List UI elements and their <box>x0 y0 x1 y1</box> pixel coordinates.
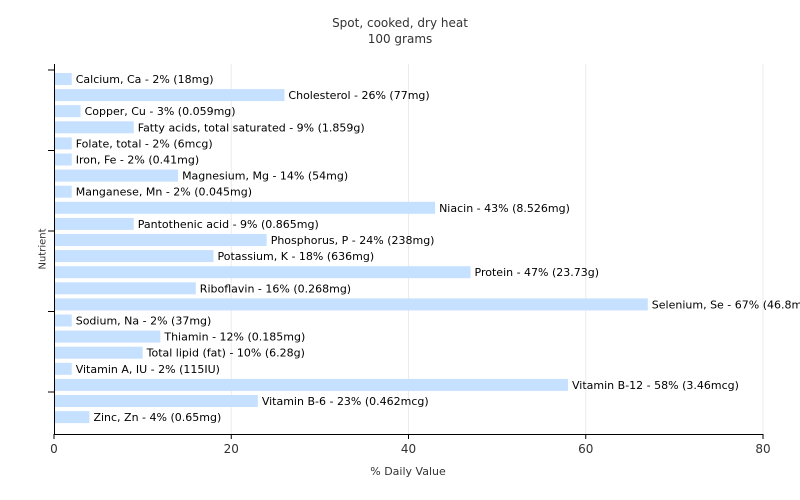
bar <box>54 266 471 279</box>
data-label: Magnesium, Mg - 14% (54mg) <box>182 170 348 183</box>
data-label: Folate, total - 2% (6mcg) <box>76 137 213 150</box>
x-tick-label: 0 <box>50 442 58 456</box>
data-label: Vitamin B-6 - 23% (0.462mcg) <box>262 395 429 408</box>
bar <box>54 217 134 230</box>
bar <box>54 330 161 343</box>
x-tick-label: 20 <box>224 442 239 456</box>
data-label: Vitamin B-12 - 58% (3.46mcg) <box>572 379 739 392</box>
bar <box>54 201 436 214</box>
bar <box>54 298 648 311</box>
data-label: Niacin - 43% (8.526mg) <box>439 202 570 215</box>
data-label: Calcium, Ca - 2% (18mg) <box>76 73 214 86</box>
bar <box>54 378 569 391</box>
y-axis-label: Nutrient <box>37 228 49 270</box>
bar <box>54 169 179 182</box>
data-label: Cholesterol - 26% (77mg) <box>288 89 429 102</box>
bar <box>54 185 72 198</box>
data-label: Fatty acids, total saturated - 9% (1.859… <box>138 121 365 134</box>
bar <box>54 105 81 118</box>
data-label: Potassium, K - 18% (636mg) <box>218 250 375 263</box>
data-label: Iron, Fe - 2% (0.41mg) <box>76 154 199 167</box>
bar <box>54 137 72 150</box>
bar <box>54 121 134 134</box>
data-label: Selenium, Se - 67% (46.8mcg) <box>652 298 800 311</box>
x-tick-label: 60 <box>578 442 593 456</box>
bar <box>54 395 258 407</box>
bar <box>54 73 72 85</box>
bar <box>54 314 72 327</box>
bar <box>54 153 72 166</box>
data-label: Total lipid (fat) - 10% (6.28g) <box>146 347 305 360</box>
data-label: Manganese, Mn - 2% (0.045mg) <box>76 186 252 199</box>
data-label: Copper, Cu - 3% (0.059mg) <box>85 105 236 118</box>
bar <box>54 362 72 375</box>
bar <box>54 282 196 295</box>
data-label: Protein - 47% (23.73g) <box>475 266 600 279</box>
data-label: Zinc, Zn - 4% (0.65mg) <box>93 411 221 424</box>
bar <box>54 411 90 424</box>
data-label: Thiamin - 12% (0.185mg) <box>163 331 305 344</box>
data-label: Sodium, Na - 2% (37mg) <box>76 315 212 328</box>
chart-subtitle: 100 grams <box>367 32 433 46</box>
bar <box>54 89 285 102</box>
x-tick-label: 80 <box>755 442 770 456</box>
data-label: Pantothenic acid - 9% (0.865mg) <box>138 218 319 231</box>
data-label: Riboflavin - 16% (0.268mg) <box>200 282 351 295</box>
data-label: Vitamin A, IU - 2% (115IU) <box>76 363 220 376</box>
x-tick-label: 40 <box>401 442 416 456</box>
bar <box>54 250 214 263</box>
x-axis-label: % Daily Value <box>370 465 446 478</box>
chart-title: Spot, cooked, dry heat <box>332 16 468 30</box>
bar <box>54 346 143 359</box>
bar <box>54 234 267 246</box>
data-label: Phosphorus, P - 24% (238mg) <box>271 234 435 247</box>
